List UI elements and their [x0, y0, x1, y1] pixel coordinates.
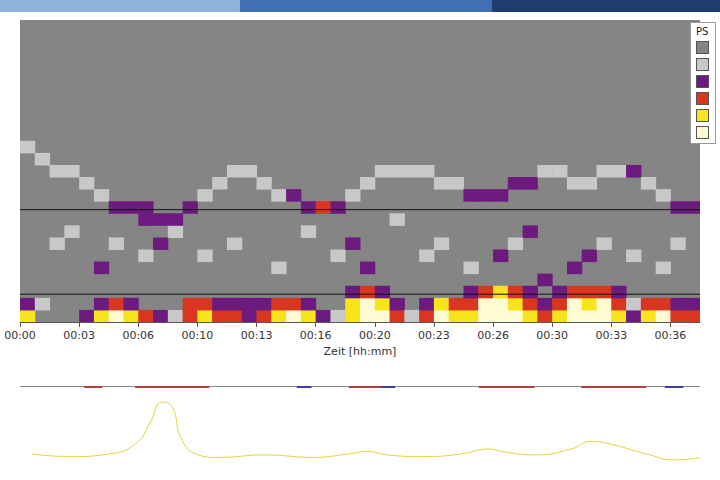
- html-text:PS: PS: [696, 26, 709, 37]
- svg-text:00:03: 00:03: [63, 329, 95, 342]
- svg-text:00:23: 00:23: [418, 329, 450, 342]
- svg-text:Zeit [hh:mm]: Zeit [hh:mm]: [324, 345, 397, 358]
- svg-text:00:00: 00:00: [4, 329, 36, 342]
- svg-text:00:16: 00:16: [300, 329, 332, 342]
- svg-text:00:36: 00:36: [655, 329, 687, 342]
- svg-text:00:06: 00:06: [122, 329, 154, 342]
- svg-text:00:10: 00:10: [182, 329, 214, 342]
- svg-text:00:30: 00:30: [536, 329, 568, 342]
- svg-text:00:13: 00:13: [241, 329, 273, 342]
- svg-text:00:20: 00:20: [359, 329, 391, 342]
- svg-text:00:33: 00:33: [595, 329, 627, 342]
- svg-text:00:26: 00:26: [477, 329, 509, 342]
